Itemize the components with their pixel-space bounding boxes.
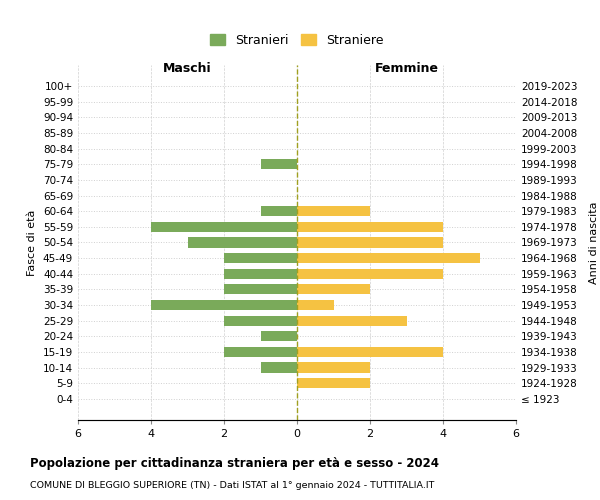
Bar: [224, 347, 297, 357]
Bar: [224, 268, 297, 279]
Text: COMUNE DI BLEGGIO SUPERIORE (TN) - Dati ISTAT al 1° gennaio 2024 - TUTTITALIA.IT: COMUNE DI BLEGGIO SUPERIORE (TN) - Dati …: [30, 481, 434, 490]
Bar: [297, 206, 370, 216]
Text: Maschi: Maschi: [163, 62, 212, 76]
Bar: [260, 331, 297, 342]
Bar: [224, 253, 297, 263]
Bar: [297, 253, 479, 263]
Bar: [187, 238, 297, 248]
Bar: [224, 316, 297, 326]
Text: Femmine: Femmine: [374, 62, 439, 76]
Bar: [297, 300, 334, 310]
Bar: [260, 206, 297, 216]
Bar: [260, 160, 297, 170]
Bar: [297, 362, 370, 372]
Bar: [224, 284, 297, 294]
Legend: Stranieri, Straniere: Stranieri, Straniere: [205, 28, 389, 52]
Bar: [151, 300, 297, 310]
Bar: [297, 284, 370, 294]
Bar: [297, 378, 370, 388]
Bar: [297, 268, 443, 279]
Bar: [297, 222, 443, 232]
Y-axis label: Anni di nascita: Anni di nascita: [589, 201, 599, 284]
Bar: [260, 362, 297, 372]
Bar: [151, 222, 297, 232]
Text: Popolazione per cittadinanza straniera per età e sesso - 2024: Popolazione per cittadinanza straniera p…: [30, 458, 439, 470]
Bar: [297, 316, 407, 326]
Y-axis label: Fasce di età: Fasce di età: [28, 210, 37, 276]
Bar: [297, 238, 443, 248]
Bar: [297, 347, 443, 357]
